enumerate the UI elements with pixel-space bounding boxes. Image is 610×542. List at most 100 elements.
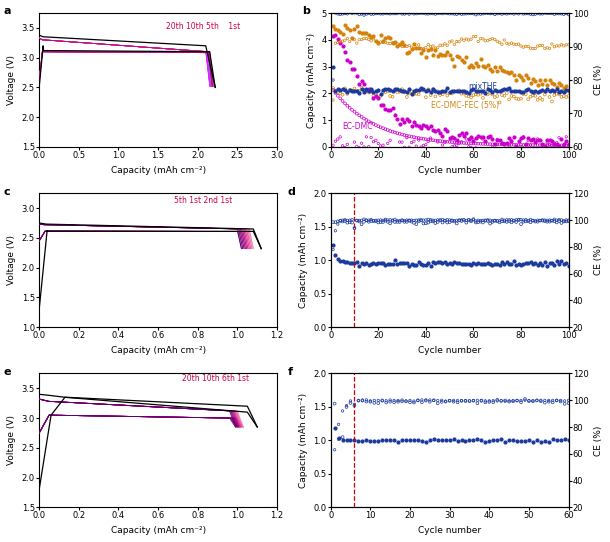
Point xyxy=(554,79,564,87)
Point xyxy=(387,260,397,268)
Point xyxy=(402,216,412,224)
Point xyxy=(459,139,468,147)
Point xyxy=(445,10,454,18)
Point xyxy=(540,396,550,405)
Point xyxy=(559,141,569,150)
Point xyxy=(511,9,521,17)
Point xyxy=(407,9,417,17)
Point xyxy=(387,93,397,101)
Point xyxy=(509,40,518,48)
Point xyxy=(457,138,467,147)
Point xyxy=(389,396,399,405)
Point xyxy=(526,87,536,95)
Point xyxy=(497,91,507,99)
Point xyxy=(350,224,359,233)
Point xyxy=(350,9,359,17)
Point xyxy=(552,436,562,444)
Point xyxy=(466,139,476,148)
Point xyxy=(506,38,516,47)
Point xyxy=(386,106,395,114)
Point xyxy=(478,216,488,224)
Point xyxy=(340,21,350,29)
Point xyxy=(402,133,412,142)
Point xyxy=(542,87,552,95)
Point xyxy=(366,87,376,96)
Point xyxy=(376,38,386,47)
Point xyxy=(357,220,367,229)
Point xyxy=(404,216,414,225)
Point xyxy=(373,39,383,48)
Point xyxy=(390,9,400,18)
Point xyxy=(400,216,409,225)
Point xyxy=(540,436,550,445)
Point xyxy=(409,397,419,405)
Point xyxy=(390,85,400,93)
Point xyxy=(378,216,388,224)
Point xyxy=(395,130,404,138)
Point xyxy=(502,139,512,148)
Point xyxy=(523,258,533,267)
Point xyxy=(333,10,343,18)
Point xyxy=(504,436,514,444)
Point xyxy=(464,92,473,101)
Point xyxy=(366,215,376,224)
Point xyxy=(552,89,562,98)
Point xyxy=(364,88,373,97)
Point xyxy=(523,42,533,51)
Point xyxy=(431,92,440,101)
Point xyxy=(416,143,426,151)
Point xyxy=(433,43,443,52)
Point xyxy=(537,86,547,94)
Point xyxy=(442,215,452,224)
Point xyxy=(478,35,488,43)
Point xyxy=(468,137,478,145)
Point xyxy=(528,438,538,447)
Point xyxy=(552,257,562,266)
Point xyxy=(421,261,431,269)
Point xyxy=(347,34,357,42)
Point xyxy=(400,41,409,49)
Point xyxy=(490,86,500,95)
Point xyxy=(347,34,357,43)
Point xyxy=(559,42,569,50)
Point xyxy=(378,124,388,133)
Point xyxy=(376,100,386,109)
Point xyxy=(511,40,521,49)
Point xyxy=(476,436,486,444)
Point xyxy=(500,397,510,405)
Point xyxy=(465,436,475,444)
Point xyxy=(336,94,345,103)
Point xyxy=(504,216,514,224)
Point xyxy=(487,9,497,18)
Point xyxy=(450,10,459,18)
Point xyxy=(526,215,536,224)
Point xyxy=(364,9,373,17)
Point xyxy=(373,399,383,408)
Point xyxy=(461,53,471,61)
Point xyxy=(495,9,504,18)
Point xyxy=(400,259,409,267)
Point xyxy=(483,9,492,18)
Point xyxy=(331,39,340,48)
Point xyxy=(362,29,371,37)
Point xyxy=(418,44,428,53)
Text: d: d xyxy=(288,186,296,197)
Point xyxy=(459,89,468,98)
Point xyxy=(545,259,554,267)
Point xyxy=(357,139,367,147)
Point xyxy=(512,396,522,405)
Point xyxy=(331,227,340,235)
Point xyxy=(487,260,497,269)
Point xyxy=(526,44,536,53)
Y-axis label: Voltage (V): Voltage (V) xyxy=(7,235,16,285)
X-axis label: Cycle number: Cycle number xyxy=(418,526,481,535)
Point xyxy=(404,261,414,270)
Point xyxy=(520,436,530,445)
Point xyxy=(423,86,433,94)
Point xyxy=(352,39,362,48)
Point xyxy=(516,260,526,269)
Point xyxy=(521,140,531,149)
Point xyxy=(340,84,350,93)
Point xyxy=(531,216,540,225)
Point xyxy=(404,41,414,50)
